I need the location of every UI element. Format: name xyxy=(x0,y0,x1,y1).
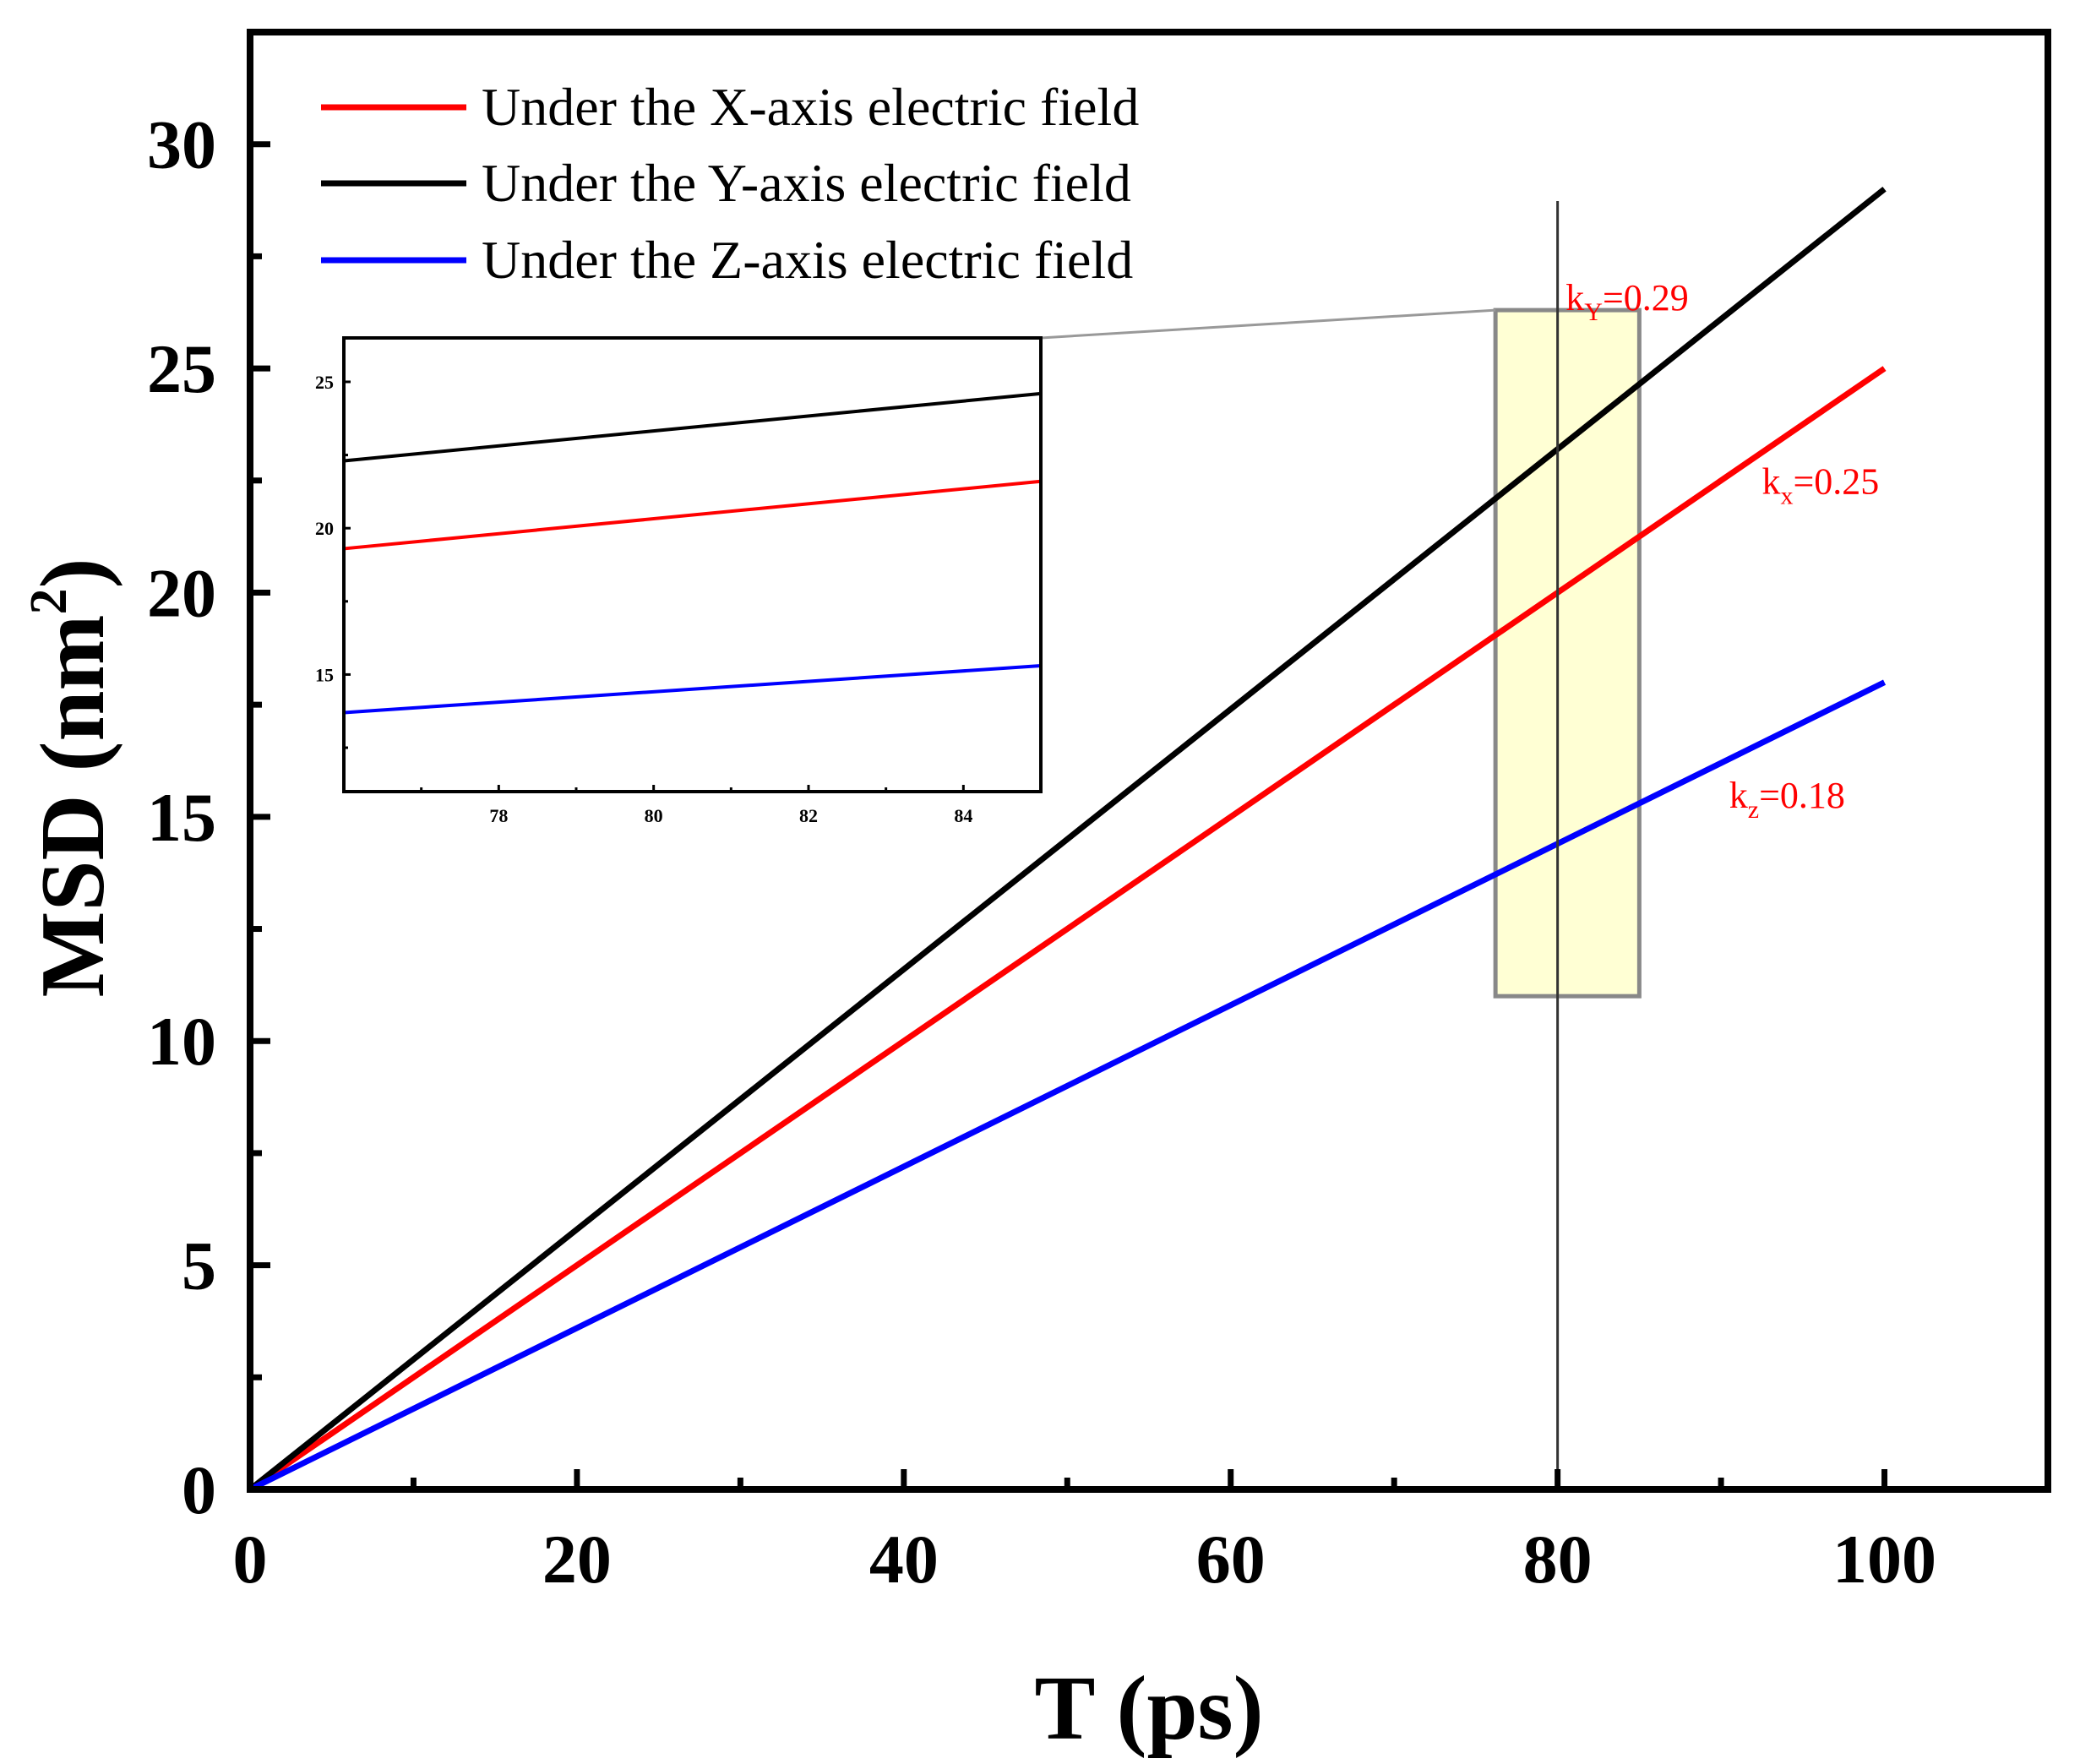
y-axis-title-sup: 2 xyxy=(20,588,78,614)
inset-series-line-1 xyxy=(343,479,1042,551)
inset-x-tick-label: 78 xyxy=(489,805,508,826)
legend: Under the X-axis electric field Under th… xyxy=(321,77,1139,290)
x-tick-label: 40 xyxy=(869,1521,939,1598)
axis-ticks: 0 20 40 60 80 100 0 5 10 15 20 25 30 xyxy=(147,106,1936,1598)
x-tick-label: 0 xyxy=(233,1521,268,1598)
y-axis-title-main: MSD (nm xyxy=(23,614,123,997)
series-line-2 xyxy=(248,679,1887,1493)
y-tick-label: 15 xyxy=(147,779,216,856)
zoom-connector-line xyxy=(1040,308,1496,340)
slope-annotations: kY=0.29 kx=0.25 kz=0.18 xyxy=(1565,277,1879,824)
y-tick-label: 25 xyxy=(147,330,216,407)
inset-series-line-0 xyxy=(343,391,1042,463)
series-line-1 xyxy=(248,187,1887,1492)
x-tick-label: 20 xyxy=(542,1521,612,1598)
inset-series-line-2 xyxy=(343,664,1042,715)
inset-ticks: 78 80 82 84 15 20 25 xyxy=(315,372,972,826)
highlight-region xyxy=(1493,308,1642,999)
inset-y-tick-label: 15 xyxy=(315,664,334,685)
inset-frame xyxy=(342,336,1043,793)
x-tick-label: 80 xyxy=(1523,1521,1593,1598)
legend-label-z: Under the Z-axis electric field xyxy=(482,230,1133,290)
inset-x-tick-label: 82 xyxy=(799,805,818,826)
inset-y-tick-label: 20 xyxy=(315,518,334,539)
inset-y-tick-label: 25 xyxy=(315,372,334,393)
y-tick-label: 30 xyxy=(147,106,216,183)
slope-annotation-2: kz=0.18 xyxy=(1729,775,1845,824)
inset-x-tick-label: 80 xyxy=(645,805,663,826)
inset-background xyxy=(344,338,1041,792)
inset-plot: 78 80 82 84 15 20 25 xyxy=(315,336,1043,826)
y-tick-label: 5 xyxy=(182,1228,216,1304)
x-tick-label: 60 xyxy=(1196,1521,1266,1598)
x-tick-label: 100 xyxy=(1832,1521,1936,1598)
legend-label-x: Under the X-axis electric field xyxy=(482,77,1139,137)
plot-area xyxy=(248,187,1887,1493)
plot-frame xyxy=(247,29,2051,1493)
inset-plot-area xyxy=(343,391,1042,715)
y-tick-label: 10 xyxy=(147,1003,216,1080)
y-axis-title-close: ) xyxy=(23,558,123,589)
slope-annotation-1: kx=0.25 xyxy=(1761,461,1879,510)
x-axis-title: T (ps) xyxy=(1034,1658,1263,1759)
legend-label-y: Under the Y-axis electric field xyxy=(482,153,1131,213)
slope-annotation-0: kY=0.29 xyxy=(1565,277,1689,326)
series-line-0 xyxy=(248,366,1887,1492)
y-tick-label: 20 xyxy=(147,554,216,631)
y-axis-title: MSD (nm2) xyxy=(20,558,123,998)
inset-x-tick-label: 84 xyxy=(954,805,972,826)
y-tick-label: 0 xyxy=(182,1451,216,1528)
